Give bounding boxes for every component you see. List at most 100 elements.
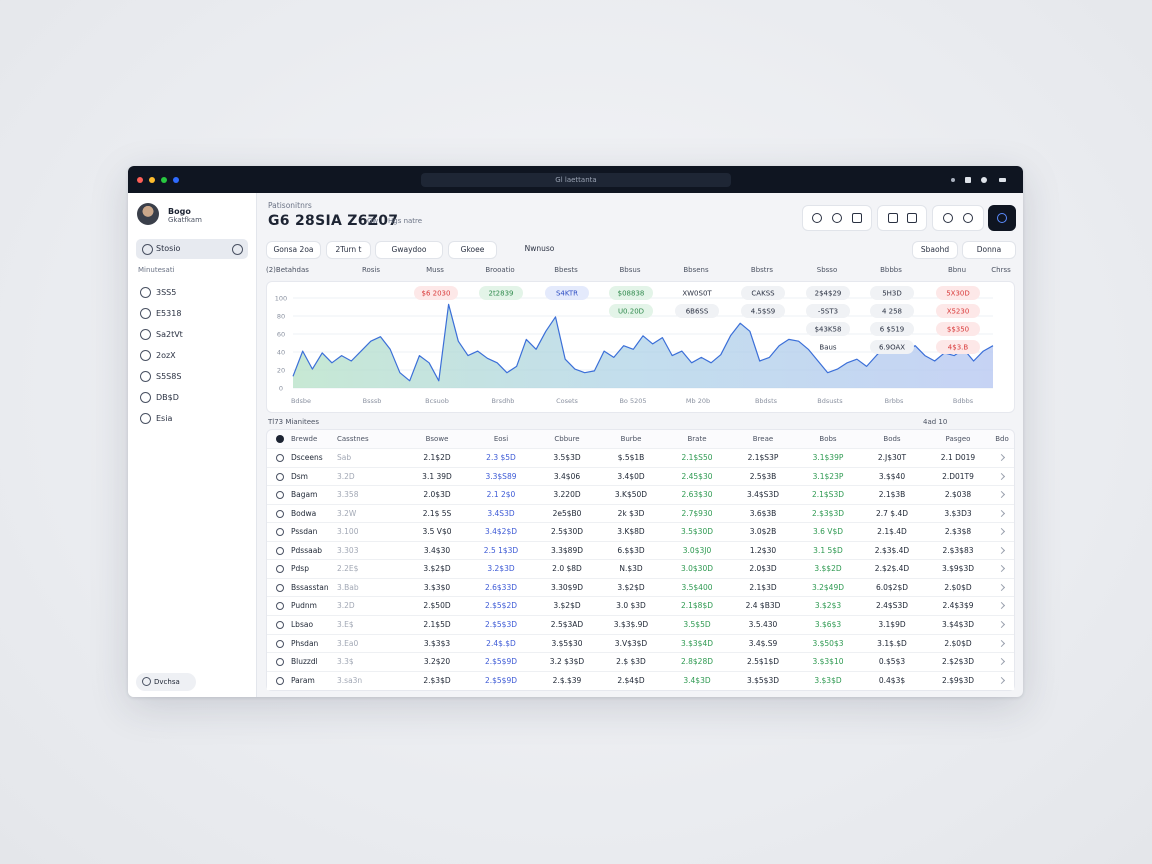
avatar[interactable] bbox=[137, 203, 159, 225]
primary-button[interactable] bbox=[988, 205, 1016, 231]
table-cell: 2.5$3B bbox=[749, 471, 777, 481]
nav-label: DB$D bbox=[156, 393, 179, 402]
nav-label: Sa2tVt bbox=[156, 330, 183, 339]
table-cell: Phsdan bbox=[291, 638, 319, 648]
table-cell: 2.$4$D bbox=[617, 675, 645, 685]
app-window: Gl laettanta Bogo Gkatfkam Stosio Minute… bbox=[128, 166, 1023, 697]
nav-item[interactable]: 3SS5 bbox=[136, 287, 248, 299]
chip bbox=[545, 286, 589, 300]
chip bbox=[806, 286, 850, 300]
filter-chip[interactable]: Nwnuso bbox=[524, 244, 555, 253]
table-cell: 3.5 V$0 bbox=[422, 527, 452, 537]
y-tick-label: 40 bbox=[277, 349, 285, 357]
table-cell: 2.1$ 5S bbox=[422, 508, 452, 518]
table-cell: 2.6$33D bbox=[484, 582, 518, 592]
chip-label: -5ST3 bbox=[818, 308, 838, 316]
nav-icon bbox=[140, 329, 151, 340]
sidebar-footer[interactable]: Dvchsa bbox=[136, 673, 196, 691]
table-cell: 2.5$3AD bbox=[550, 619, 584, 629]
table-row[interactable]: Bssasstan 3.Bab 3.$3$0 2.6$33D 3.30$9D 3.$2$D… bbox=[267, 577, 1014, 597]
nav-item[interactable]: Esia bbox=[136, 413, 248, 425]
table-cell: 3.$2$D bbox=[617, 582, 645, 592]
close-dot[interactable] bbox=[137, 177, 143, 183]
table-row[interactable]: Dsm 3.2D 3.1 39D 3.3$S89 3.4$06 3.4$0D 2.45$30… bbox=[267, 466, 1014, 486]
table-row[interactable]: Pdssaab 3.303 3.4$30 2.5 1$3D 3.3$89D 6.$$3D 3… bbox=[267, 540, 1014, 560]
chip bbox=[414, 286, 458, 300]
table-header: Eosi bbox=[493, 435, 509, 443]
chip bbox=[806, 304, 850, 318]
table-cell: 3.3$S89 bbox=[485, 471, 517, 481]
table-row[interactable]: Pudnm 3.2D 2.$50D 2.$5$2D 3.$2$D 3.0 $3D 2.1$8… bbox=[267, 596, 1014, 616]
table-cell: 3.4$30 bbox=[423, 545, 451, 555]
filter-chip[interactable]: 2Turn t bbox=[326, 241, 371, 259]
table-row[interactable]: Pssdan 3.100 3.5 V$0 3.4$2$D 2.5$30D 3.K$8D 3.… bbox=[267, 522, 1014, 542]
address-bar[interactable]: Gl laettanta bbox=[421, 173, 731, 187]
table-cell: 3.$5$3D bbox=[746, 675, 780, 685]
table-header: Brate bbox=[687, 435, 707, 443]
table-row[interactable]: Bagam 3.358 2.0$3D 2.1 2$0 3.220D 3.K$50D 2.63… bbox=[267, 485, 1014, 505]
icon-group[interactable] bbox=[877, 205, 927, 231]
table-cell: 3.3$89D bbox=[550, 545, 584, 555]
chip-label: U0.20D bbox=[618, 308, 644, 316]
table-header: Breae bbox=[752, 435, 774, 443]
x-label: Mb 20b bbox=[686, 397, 710, 405]
nav-item[interactable]: DB$D bbox=[136, 392, 248, 404]
action-button[interactable]: Sbaohd bbox=[912, 241, 958, 259]
filter-chip[interactable]: Gonsa 2oa bbox=[266, 241, 321, 259]
row-icon bbox=[276, 676, 284, 685]
row-icon bbox=[276, 565, 284, 574]
table-row[interactable]: Lbsao 3.E$ 2.1$5D 2.$5$3D 2.5$3AD 3.$3$.9D 3.5… bbox=[267, 614, 1014, 634]
table-cell: 3.2D bbox=[337, 471, 355, 481]
table-cell: 3.0$30D bbox=[680, 564, 714, 574]
table-header: Bods bbox=[883, 435, 901, 443]
table-cell: 3.4$2$D bbox=[484, 527, 518, 537]
table-cell: 3.5.430 bbox=[748, 619, 778, 629]
footer-label: Dvchsa bbox=[154, 678, 180, 686]
minimize-dot[interactable] bbox=[149, 177, 155, 183]
table-row[interactable]: Dsceens Sab 2.1$2D 2.3 $5D 3.5$3D $.5$1B 2.1$S… bbox=[267, 448, 1014, 467]
table-cell: 3.358 bbox=[337, 490, 359, 500]
column-head: Bbests bbox=[554, 266, 578, 274]
active-nav[interactable]: Stosio bbox=[136, 239, 248, 259]
nav-item[interactable]: Sa2tVt bbox=[136, 329, 248, 341]
table-cell: 2.$50D bbox=[423, 601, 451, 611]
table-row[interactable]: Phsdan 3.Ea0 3.$3$3 2.4$.$D 3.$5$30 3.V$3$D 3.… bbox=[267, 633, 1014, 653]
filter-chip[interactable]: Gkoee bbox=[448, 241, 497, 259]
filter-chip[interactable]: Gwaydoo bbox=[375, 241, 443, 259]
table-cell: 3.$$2D bbox=[814, 564, 842, 574]
action-button[interactable]: Donna bbox=[962, 241, 1016, 259]
x-label: Bdsbe bbox=[291, 397, 311, 405]
nav-item[interactable]: E5318 bbox=[136, 308, 248, 320]
column-head: Rosis bbox=[361, 266, 381, 274]
chip-label: 6B6SS bbox=[686, 308, 709, 316]
icon-group[interactable] bbox=[932, 205, 984, 231]
x-label: Bsssb bbox=[363, 397, 382, 405]
nav-item[interactable]: 2ozX bbox=[136, 350, 248, 362]
zoom-dot[interactable] bbox=[161, 177, 167, 183]
chip-label: X5230 bbox=[947, 308, 970, 316]
table-row[interactable]: Bluzzdl 3.3$ 3.2$20 2.$5$9D 3.2 $3$D 2.$ $3D 2… bbox=[267, 652, 1014, 672]
table-cell: Dsm bbox=[291, 471, 308, 481]
chip-label: S4KTR bbox=[556, 290, 578, 298]
nav-item[interactable]: S5S8S bbox=[136, 371, 248, 383]
chip bbox=[936, 286, 980, 300]
table-cell: 2.3 $5D bbox=[486, 453, 516, 462]
table-header: Pasgeo bbox=[945, 435, 971, 443]
table-cell: 3.3$ bbox=[337, 657, 354, 667]
table-cell: Pdsp bbox=[291, 564, 309, 574]
row-chevron bbox=[997, 546, 1006, 554]
table-cell: 3.30$9D bbox=[550, 582, 584, 592]
extra-dot[interactable] bbox=[173, 177, 179, 183]
table-cell: 6.0$2$D bbox=[875, 582, 909, 592]
title-bar: Gl laettanta bbox=[128, 166, 1023, 193]
table-cell: 2.$0$D bbox=[944, 638, 972, 648]
table-row[interactable]: Param 3.sa3n 2.$3$D 2.$5$9D 2.$.$39 2.$4$D 3.4… bbox=[267, 670, 1014, 690]
row-icon bbox=[276, 528, 284, 537]
icon-group[interactable] bbox=[802, 205, 872, 231]
table-row[interactable]: Pdsp 2.2E$ 3.$2$D 3.2$3D 2.0 $8D N.$3D 3.0$30D… bbox=[267, 559, 1014, 579]
y-tick-label: 0 bbox=[279, 385, 283, 393]
table-cell: Pdssaab bbox=[291, 545, 323, 555]
nav-icon bbox=[140, 371, 151, 382]
table-cell: Sab bbox=[337, 453, 352, 462]
table-row[interactable]: Bodwa 3.2W 2.1$ 5S 3.4S3D 2e5$B0 2k $3D 2.7$93… bbox=[267, 503, 1014, 523]
